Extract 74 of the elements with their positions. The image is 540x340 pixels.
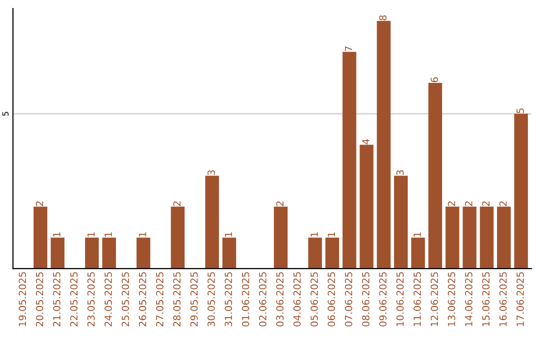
bar (274, 206, 288, 269)
bar (222, 238, 236, 269)
x-tick-label: 15.06.2025 (482, 272, 490, 326)
bar (411, 238, 425, 269)
x-tick-label: 10.06.2025 (396, 272, 404, 326)
bar (325, 238, 340, 269)
x-tick-label: 24.05.2025 (104, 272, 112, 326)
x-tick-label: 13.06.2025 (448, 272, 456, 326)
x-tick-label: 08.06.2025 (362, 272, 370, 326)
bar (480, 206, 494, 269)
data-label: 1 (53, 232, 60, 237)
x-tick-label: 05.06.2025 (310, 272, 318, 326)
data-label: 5 (516, 108, 524, 114)
x-tick-label: 07.06.2025 (344, 272, 352, 326)
x-tick-label: 12.06.2025 (430, 272, 438, 326)
bar (462, 206, 476, 269)
data-label: 2 (499, 201, 507, 206)
data-label: 3 (396, 170, 404, 175)
x-tick-label: 21.05.2025 (53, 272, 60, 326)
data-label: 2 (276, 201, 284, 206)
x-tick-label: 16.06.2025 (499, 272, 507, 326)
x-tick-label: 22.05.2025 (70, 272, 78, 326)
x-tick-label: 03.06.2025 (276, 272, 284, 326)
x-tick-label: 17.06.2025 (516, 272, 524, 326)
bar (308, 238, 322, 269)
x-tick-label: 23.05.2025 (87, 272, 95, 326)
bar (34, 206, 48, 269)
data-label: 7 (345, 46, 352, 52)
data-label: 3 (208, 170, 215, 175)
x-tick-label: 28.05.2025 (173, 272, 181, 326)
bar (376, 20, 391, 269)
data-label: 1 (224, 232, 232, 237)
bar (205, 176, 219, 269)
data-label: 2 (36, 201, 44, 206)
x-tick-label: 01.06.2025 (242, 272, 250, 326)
bar (136, 238, 150, 269)
bar (428, 82, 442, 269)
x-tick-label: 20.05.2025 (36, 272, 44, 326)
data-label: 6 (430, 77, 438, 82)
data-label: 2 (448, 201, 456, 206)
x-tick-label: 04.06.2025 (293, 272, 301, 326)
x-tick-label: 26.05.2025 (138, 272, 146, 326)
bar (170, 206, 185, 269)
x-tick-label: 31.05.2025 (224, 272, 232, 326)
x-tick-label: 29.05.2025 (190, 272, 198, 326)
x-tick-label: 25.05.2025 (122, 272, 130, 326)
x-tick-label: 27.05.2025 (156, 272, 164, 326)
x-tick-label: 11.06.2025 (414, 272, 421, 326)
x-tick-label: 06.06.2025 (328, 272, 336, 326)
data-label: 2 (482, 201, 490, 206)
x-tick-label: 30.05.2025 (208, 272, 215, 326)
data-label: 1 (104, 232, 112, 237)
data-label: 1 (310, 232, 318, 237)
bar (446, 206, 460, 269)
x-tick-label: 14.06.2025 (465, 272, 472, 326)
data-label: 1 (88, 232, 95, 237)
bar (102, 238, 116, 269)
bar (394, 176, 408, 269)
x-tick-label: 19.05.2025 (18, 272, 26, 326)
bar (497, 206, 511, 269)
data-label: 8 (379, 15, 387, 20)
data-label: 1 (328, 232, 335, 237)
bar (360, 144, 374, 269)
data-label: 1 (414, 232, 421, 237)
bar (85, 238, 99, 269)
data-label: 1 (139, 232, 146, 237)
bar (50, 238, 64, 269)
bar (342, 52, 356, 269)
data-label: 2 (173, 201, 180, 206)
bar (514, 114, 528, 269)
data-label: 2 (465, 201, 472, 206)
data-label: 4 (362, 139, 370, 144)
x-tick-label: 02.06.2025 (259, 272, 266, 326)
x-tick-label: 09.06.2025 (379, 272, 387, 326)
